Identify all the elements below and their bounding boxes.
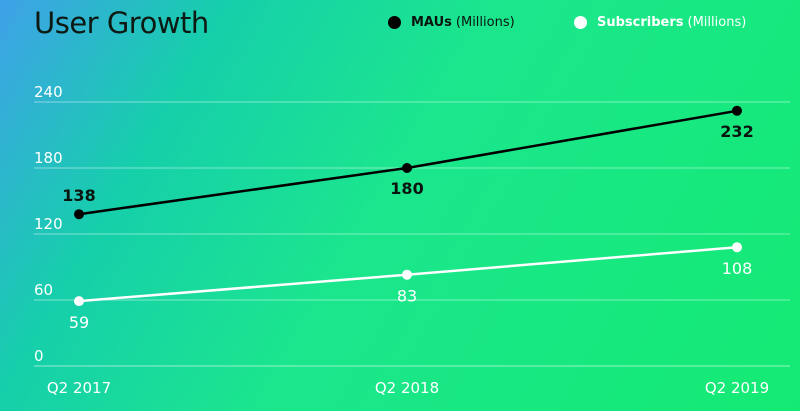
data-point-mau-1 — [74, 209, 84, 220]
data-label-subscribers-2: 83 — [397, 287, 417, 306]
legend-unit-mau: (Millions) — [455, 15, 515, 30]
data-label-subscribers-3: 108 — [722, 259, 753, 278]
x-tick-label-q2-2017: Q2 2017 — [47, 379, 111, 397]
legend-marker-mau — [388, 16, 401, 29]
legend-marker-subscribers — [574, 16, 587, 29]
data-point-mau-3 — [732, 105, 742, 116]
y-tick-label-180: 180 — [34, 149, 63, 167]
data-label-mau-1: 138 — [62, 186, 95, 205]
data-label-mau-2: 180 — [390, 179, 423, 198]
legend-label-subscribers: Subscribers — [597, 15, 684, 30]
y-tick-label-240: 240 — [34, 83, 63, 101]
data-point-mau-2 — [402, 163, 412, 173]
x-tick-label-q2-2018: Q2 2018 — [375, 379, 439, 397]
legend-item-mau: MAUs (Millions) — [388, 15, 515, 30]
legend-item-subscribers: Subscribers (Millions) — [574, 15, 746, 30]
series-line-mau — [78, 109, 738, 216]
legend-label-mau: MAUs — [411, 15, 452, 30]
data-point-subscribers-3 — [732, 242, 742, 253]
data-point-subscribers-1 — [74, 296, 84, 307]
legend-unit-subscribers: (Millions) — [687, 15, 747, 30]
chart-title: User Growth — [34, 6, 209, 40]
data-point-subscribers-2 — [402, 269, 412, 280]
y-tick-label-0: 0 — [34, 347, 44, 365]
x-tick-label-q2-2019: Q2 2019 — [705, 379, 769, 397]
data-label-mau-3: 232 — [720, 122, 753, 141]
y-tick-label-120: 120 — [34, 215, 63, 233]
y-tick-label-60: 60 — [34, 281, 53, 299]
data-label-subscribers-1: 59 — [69, 313, 89, 332]
